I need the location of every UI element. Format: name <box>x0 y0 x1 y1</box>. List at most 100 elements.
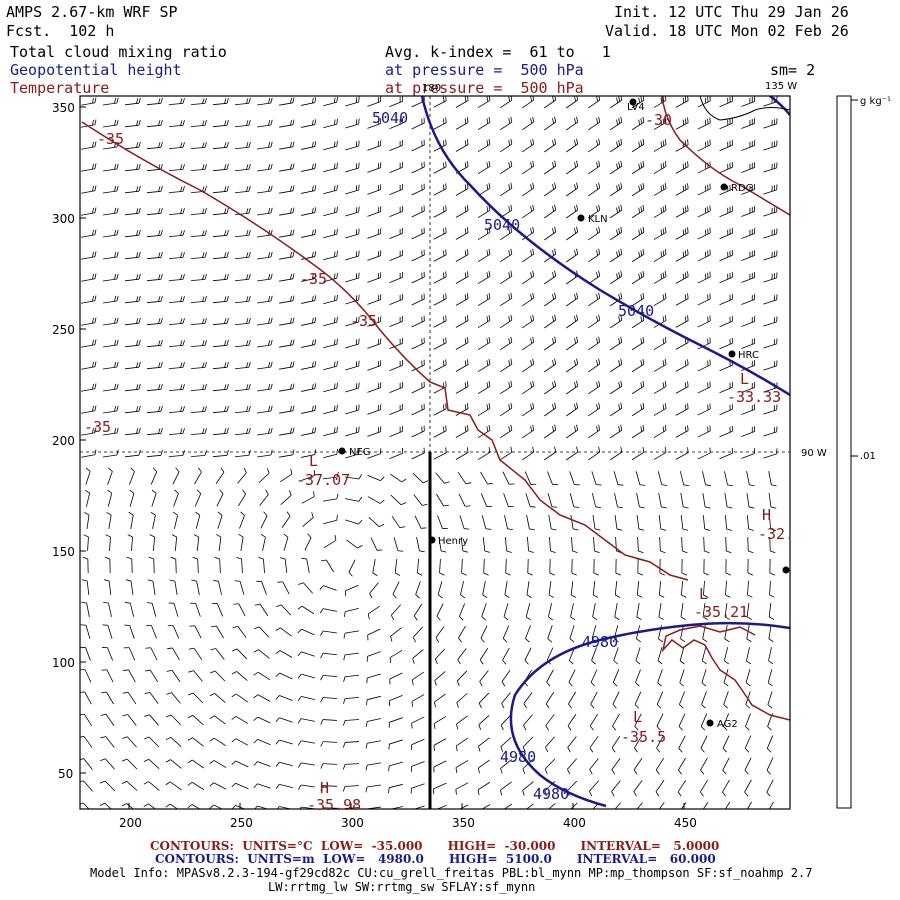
y-tick-label-350: 350 <box>52 101 75 115</box>
station-label-neg: NEG <box>349 447 371 458</box>
wind-barb <box>521 248 535 263</box>
wind-barb <box>588 402 601 417</box>
wind-barb <box>145 647 158 661</box>
wind-barb <box>524 471 537 485</box>
wind-barb <box>345 404 360 415</box>
wind-barb <box>234 427 251 436</box>
wind-barb <box>410 761 425 772</box>
wind-barb <box>190 450 207 458</box>
wind-barb <box>457 648 467 665</box>
wind-barb <box>455 315 469 328</box>
wind-barb <box>455 183 469 196</box>
wind-barb <box>521 270 535 285</box>
station-label-ag2: AG2 <box>717 719 738 730</box>
wind-barb <box>679 691 685 709</box>
wind-barb <box>637 536 644 554</box>
wind-barb <box>253 671 271 681</box>
wind-barb <box>697 161 711 174</box>
wind-barb <box>367 96 382 107</box>
wind-barb <box>85 467 91 485</box>
wind-barb <box>84 512 90 529</box>
wind-barb <box>455 760 469 773</box>
wind-barb <box>741 162 756 173</box>
wind-barb <box>416 537 425 553</box>
wind-barb <box>746 647 752 665</box>
wind-barb <box>500 736 512 752</box>
temp-contour-minus30 <box>661 96 790 216</box>
wind-barb <box>499 226 513 241</box>
wind-barb <box>566 358 579 373</box>
wind-barb <box>81 427 97 436</box>
wind-barb <box>591 647 597 665</box>
wind-barb <box>455 737 469 752</box>
wind-barb <box>81 405 97 414</box>
wind-barb <box>80 691 92 705</box>
wind-barb <box>569 471 580 486</box>
wind-barb <box>234 119 251 128</box>
wind-barb <box>345 426 360 437</box>
wind-barb <box>103 119 119 128</box>
wind-barb <box>746 603 753 620</box>
wind-barb <box>168 406 185 414</box>
temp-contour-minus35-south <box>661 625 790 721</box>
wind-barb <box>366 695 381 706</box>
wind-barb <box>168 450 185 458</box>
wind-barb <box>477 160 491 175</box>
wind-barb <box>125 97 141 106</box>
wind-barb <box>477 759 490 774</box>
wind-barb <box>234 229 251 238</box>
wind-barb <box>165 714 182 726</box>
wind-barb <box>544 96 557 109</box>
wind-barb <box>103 449 119 458</box>
wind-barb <box>679 647 685 665</box>
wind-barb <box>345 584 359 597</box>
wind-barb <box>168 428 185 436</box>
wind-barb <box>104 556 111 574</box>
wind-barb <box>724 603 730 620</box>
wind-barb <box>256 580 267 595</box>
wind-barb <box>411 117 425 130</box>
wind-barb <box>544 336 557 351</box>
wind-barb <box>675 381 689 394</box>
wind-barb <box>103 405 119 414</box>
wind-barb <box>741 338 756 349</box>
height-label-5040-b: 5040 <box>484 216 520 234</box>
wind-barb <box>389 271 403 284</box>
wind-barb <box>609 424 623 439</box>
wind-barb <box>659 536 666 554</box>
high-marker-east: H <box>762 506 771 524</box>
wind-barb <box>411 249 425 262</box>
wind-barb <box>681 558 687 576</box>
wind-barb <box>609 226 623 241</box>
wind-barb <box>411 315 425 328</box>
wind-barb <box>767 669 773 687</box>
wind-barb <box>99 802 116 809</box>
wind-barb <box>253 805 271 809</box>
wind-barb <box>566 402 579 417</box>
low-marker-se: L <box>699 585 708 603</box>
wind-barb <box>725 558 732 576</box>
field-cloud-title: Total cloud mixing ratio <box>10 43 227 61</box>
wind-barb <box>697 139 711 152</box>
wind-barb <box>653 183 667 196</box>
wind-barb <box>212 142 229 150</box>
wind-barb <box>146 362 163 370</box>
wind-barb <box>367 382 382 393</box>
wind-barb <box>547 625 553 643</box>
wind-barb <box>101 669 114 683</box>
wind-barb <box>433 271 447 284</box>
wind-barb <box>521 138 535 153</box>
station-marker-henry <box>428 536 436 544</box>
temp-value-high-east: -32. <box>758 525 794 543</box>
wind-barb <box>321 559 334 573</box>
wind-barb <box>103 229 119 238</box>
wind-barb <box>123 647 136 661</box>
wind-barb <box>105 534 111 552</box>
wind-barb <box>433 227 447 240</box>
wind-barb <box>389 161 403 174</box>
wind-barb <box>301 427 317 436</box>
wind-barb <box>438 537 447 553</box>
wind-barb <box>345 184 360 195</box>
wind-barb <box>367 316 382 327</box>
wind-barb <box>521 116 535 131</box>
